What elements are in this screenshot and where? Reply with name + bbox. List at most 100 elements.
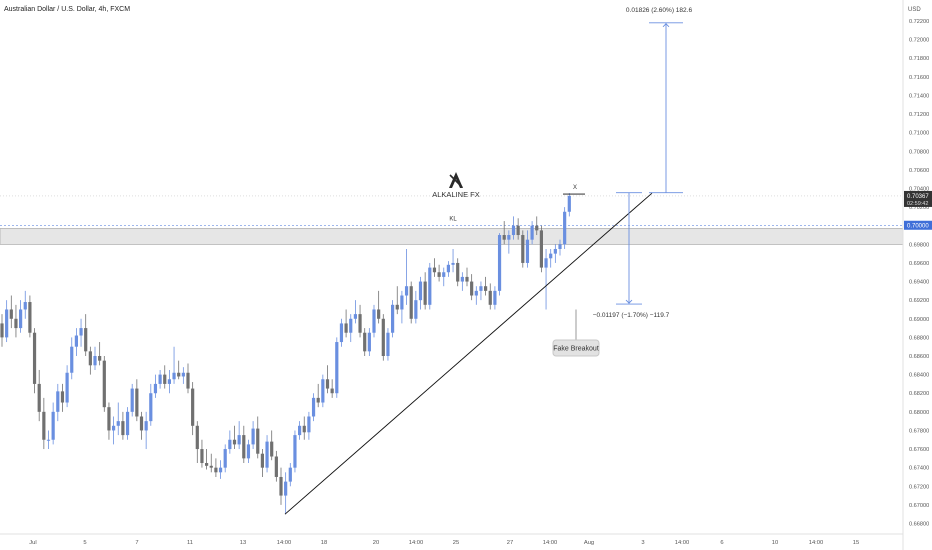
price-tick-label: 0.67600 bbox=[909, 447, 929, 453]
candle-bull bbox=[5, 309, 9, 338]
candle-bear bbox=[107, 407, 111, 431]
time-tick-label: 25 bbox=[453, 540, 459, 546]
candle-bull bbox=[265, 441, 269, 468]
time-axis[interactable]: Jul 5 7 11 13 14:00 18 20 14:00 25 27 14:00 Aug 3 14:0… bbox=[29, 540, 859, 546]
time-tick-label: 11 bbox=[187, 540, 193, 546]
candle-bear bbox=[409, 286, 413, 319]
candle-bull bbox=[284, 481, 288, 496]
candle-bear bbox=[232, 439, 237, 445]
candle-bear bbox=[521, 235, 525, 263]
candle-bull bbox=[493, 290, 497, 305]
candle-bull bbox=[349, 318, 353, 333]
price-tick-label: 0.67000 bbox=[909, 503, 929, 509]
candle-bear bbox=[270, 441, 274, 457]
candle-bear bbox=[539, 230, 543, 268]
candle-bull bbox=[404, 286, 409, 296]
candle-bear bbox=[381, 318, 385, 356]
candle-bull bbox=[144, 421, 148, 431]
time-tick-label: 18 bbox=[321, 540, 327, 546]
candle-bear bbox=[470, 281, 474, 296]
price-tick-label: 0.68000 bbox=[909, 410, 929, 416]
price-tick-label: 0.67200 bbox=[909, 484, 929, 490]
candle-bull bbox=[172, 372, 176, 380]
candle-bear bbox=[0, 323, 4, 338]
price-tick-label: 0.68800 bbox=[909, 335, 929, 341]
trendline[interactable] bbox=[284, 192, 653, 515]
candle-bear bbox=[456, 262, 460, 282]
candle-bear bbox=[302, 425, 306, 433]
candle-bear bbox=[139, 416, 144, 431]
time-tick-label: 27 bbox=[507, 540, 513, 546]
current-price-value: 0.70367 bbox=[907, 194, 929, 200]
candle-bear bbox=[535, 225, 539, 231]
candle-bull bbox=[167, 379, 171, 384]
candle-bear bbox=[102, 360, 106, 408]
price-tick-label: 0.71000 bbox=[909, 131, 929, 137]
price-tick-label: 0.72200 bbox=[909, 19, 929, 25]
price-tick-label: 0.66800 bbox=[909, 522, 929, 528]
candle-bull bbox=[74, 335, 78, 347]
price-tick-label: 0.68400 bbox=[909, 373, 929, 379]
candle-bear bbox=[377, 309, 381, 319]
measure-up-label: 0.01826 (2.60%) 182.6 bbox=[626, 7, 693, 14]
candle-bull bbox=[335, 342, 339, 394]
candle-bull bbox=[530, 225, 534, 240]
candle-bear bbox=[9, 309, 13, 319]
candle-bull bbox=[400, 295, 404, 310]
price-tick-label: 0.70400 bbox=[909, 187, 929, 193]
candle-bull bbox=[386, 332, 390, 356]
candle-bear bbox=[256, 428, 260, 454]
candle-bull bbox=[23, 302, 27, 310]
candle-bear bbox=[502, 235, 506, 240]
candle-bull bbox=[293, 435, 297, 468]
currency-label: USD bbox=[908, 7, 921, 13]
candle-bull bbox=[153, 383, 158, 394]
candle-bear bbox=[432, 267, 437, 273]
candle-bear bbox=[274, 456, 278, 477]
candle-bear bbox=[260, 453, 264, 468]
price-tick-label: 0.69600 bbox=[909, 261, 929, 267]
candle-bull bbox=[460, 276, 464, 282]
fake-breakout-callout[interactable] bbox=[552, 339, 600, 357]
candle-bull bbox=[51, 411, 55, 440]
candle-bear bbox=[465, 276, 469, 282]
candle-bull bbox=[414, 300, 418, 319]
measure-tools[interactable] bbox=[616, 22, 683, 305]
candle-bear bbox=[363, 332, 367, 352]
time-tick-label: 14:00 bbox=[809, 540, 824, 546]
candle-bull bbox=[391, 304, 395, 333]
bar-countdown: 02:59:42 bbox=[907, 201, 928, 207]
fake-breakout-label: Fake Breakout bbox=[553, 346, 599, 353]
candle-bear bbox=[484, 286, 488, 291]
candle-bull bbox=[372, 309, 376, 333]
time-tick-label: 5 bbox=[83, 540, 86, 546]
candle-bull bbox=[567, 195, 571, 212]
candle-bear bbox=[437, 272, 441, 277]
candle-bear bbox=[186, 372, 190, 389]
candle-bull bbox=[442, 272, 446, 277]
candle-bull bbox=[451, 262, 455, 265]
time-tick-label: 14:00 bbox=[675, 540, 690, 546]
candle-bull bbox=[251, 428, 255, 445]
candle-bull bbox=[428, 267, 432, 305]
candle-bull bbox=[223, 449, 227, 468]
price-axis[interactable]: 0.72200 0.72000 0.71800 0.71600 0.71400 0.712… bbox=[909, 19, 929, 528]
candle-bear bbox=[488, 290, 492, 305]
candle-bull bbox=[367, 332, 371, 352]
candle-bear bbox=[121, 421, 125, 436]
candle-bull bbox=[446, 264, 450, 273]
candle-bull bbox=[549, 253, 553, 259]
time-tick-label: 14:00 bbox=[409, 540, 424, 546]
price-tick-label: 0.69400 bbox=[909, 280, 929, 286]
x-marker-label: X bbox=[573, 185, 577, 191]
time-tick-label: 14:00 bbox=[277, 540, 292, 546]
candle-bull bbox=[553, 248, 557, 254]
time-tick-label: 3 bbox=[641, 540, 644, 546]
candle-bull bbox=[46, 439, 51, 441]
candle-bear bbox=[423, 281, 427, 305]
candle-bull bbox=[19, 309, 23, 329]
candle-bull bbox=[65, 372, 69, 403]
candle-bull bbox=[130, 388, 134, 412]
